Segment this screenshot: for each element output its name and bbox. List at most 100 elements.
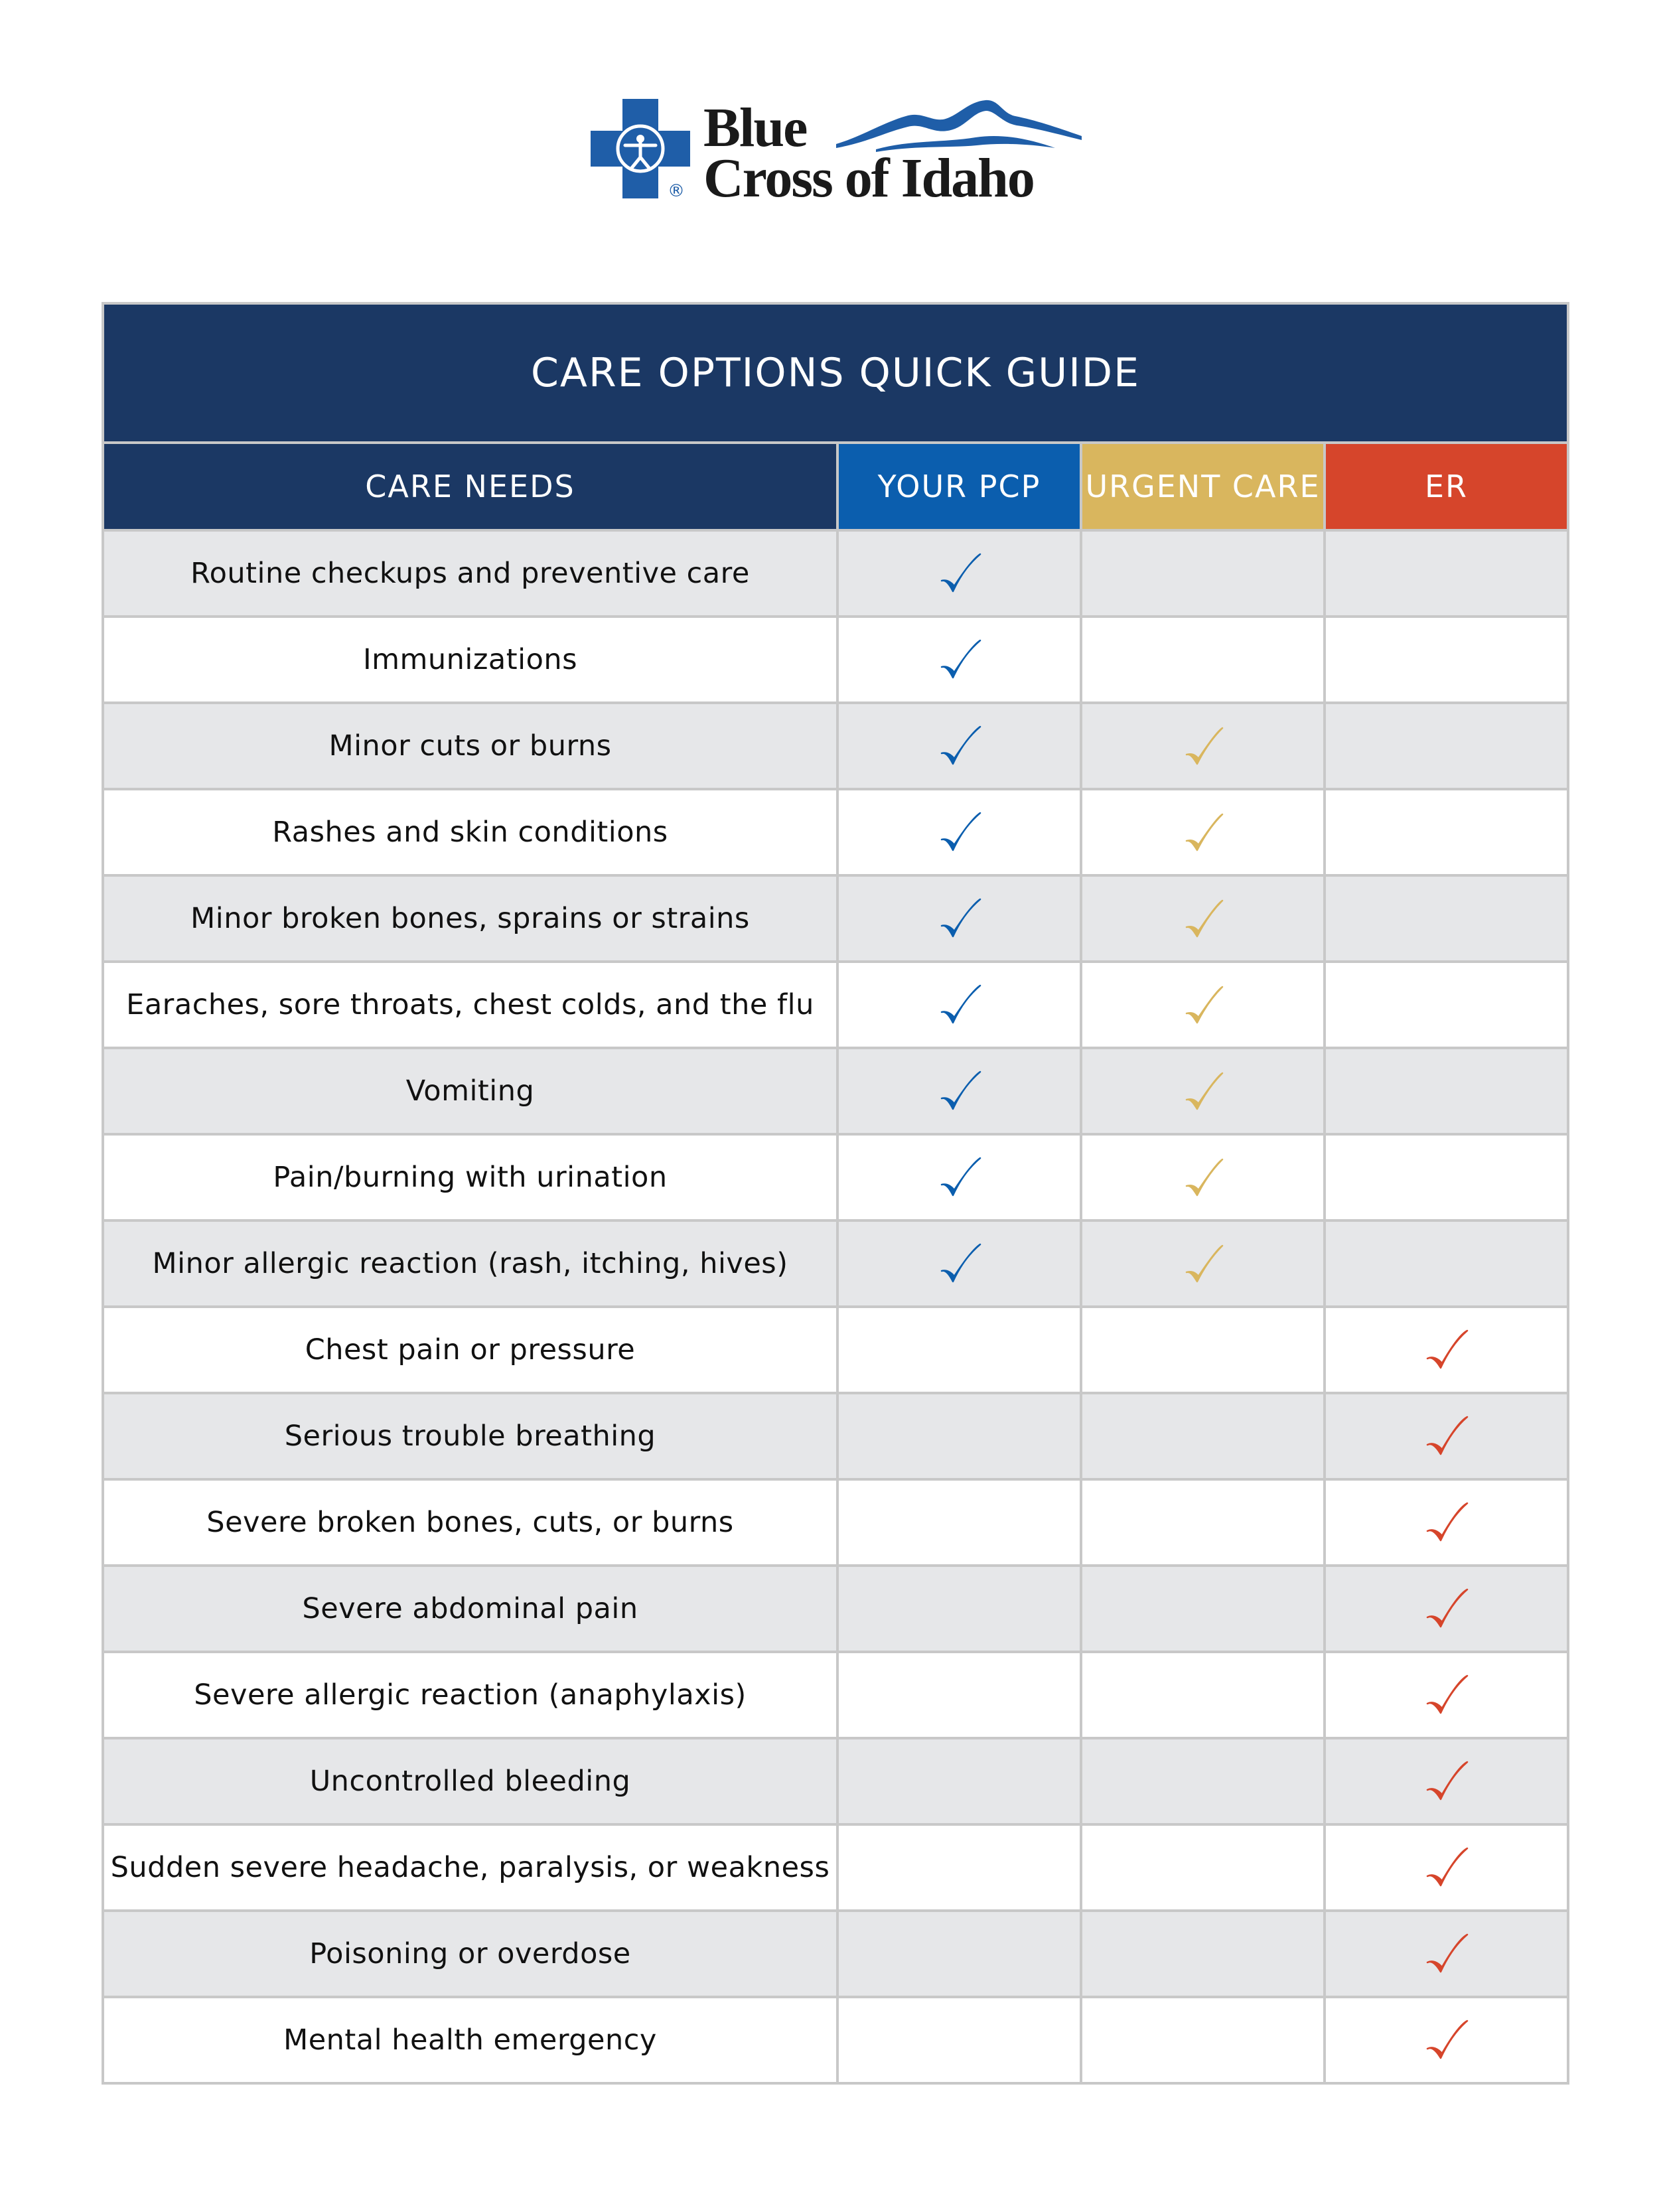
column-header-urgent-care: URGENT CARE [1080,441,1326,532]
table-row: Chest pain or pressure [102,1305,1569,1394]
cell-pcp [836,615,1082,704]
cell-urgent [1080,1737,1326,1826]
check-mark-icon [1426,1847,1468,1887]
care-options-body: Routine checkups and preventive care Immu… [102,529,1569,2085]
cell-er [1323,1823,1569,1912]
check-mark-icon [940,1070,981,1110]
blue-cross-icon [591,99,690,198]
care-need-label: Immunizations [102,615,839,704]
check-mark-icon [1185,1158,1223,1197]
cell-urgent [1080,1478,1326,1567]
check-mark-icon [940,639,981,679]
cell-er [1323,1392,1569,1481]
logo-line-1: Blue [703,97,808,159]
cell-pcp [836,960,1082,1049]
cell-urgent [1080,1392,1326,1481]
blue-cross-of-idaho-logo: ® Blue Cross of Idaho [591,96,1082,209]
care-options-table: CARE OPTIONS QUICK GUIDE CARE NEEDS YOUR… [102,302,1569,2085]
cell-pcp [836,1651,1082,1739]
cell-er [1323,960,1569,1049]
cell-er [1323,1737,1569,1826]
check-mark-icon [1185,1244,1223,1283]
cell-er [1323,701,1569,790]
care-need-label: Minor allergic reaction (rash, itching, … [102,1219,839,1308]
cell-urgent [1080,1651,1326,1739]
table-row: Minor broken bones, sprains or strains [102,874,1569,963]
care-need-label: Routine checkups and preventive care [102,529,839,618]
check-mark-icon [940,553,981,593]
cell-er [1323,1305,1569,1394]
table-row: Severe broken bones, cuts, or burns [102,1478,1569,1567]
check-mark-icon [1185,899,1223,938]
cell-pcp [836,1133,1082,1222]
cell-er [1323,788,1569,877]
care-need-label: Serious trouble breathing [102,1392,839,1481]
cell-pcp [836,1564,1082,1653]
cell-pcp [836,1909,1082,1998]
check-mark-icon [1426,2020,1468,2059]
cell-urgent [1080,960,1326,1049]
cell-er [1323,1996,1569,2085]
column-header-your-pcp: YOUR PCP [836,441,1082,532]
cell-urgent [1080,529,1326,618]
table-row: Poisoning or overdose [102,1909,1569,1998]
cell-urgent [1080,1996,1326,2085]
check-mark-icon [1185,727,1223,765]
check-mark-icon [1426,1329,1468,1369]
table-row: Immunizations [102,615,1569,704]
care-need-label: Minor broken bones, sprains or strains [102,874,839,963]
cell-pcp [836,1392,1082,1481]
cell-urgent [1080,788,1326,877]
cell-urgent [1080,1047,1326,1136]
cell-er [1323,1133,1569,1222]
check-mark-icon [940,725,981,765]
cell-er [1323,1047,1569,1136]
mountain-icon [836,100,1082,152]
cell-er [1323,529,1569,618]
cell-pcp [836,1737,1082,1826]
table-row: Routine checkups and preventive care [102,529,1569,618]
care-need-label: Mental health emergency [102,1996,839,2085]
cell-urgent [1080,615,1326,704]
check-mark-icon [1426,1416,1468,1455]
cell-er [1323,1478,1569,1567]
table-row: Uncontrolled bleeding [102,1737,1569,1826]
check-mark-icon [1185,1072,1223,1110]
cell-urgent [1080,1219,1326,1308]
cell-pcp [836,1996,1082,2085]
table-row: Vomiting [102,1047,1569,1136]
cell-pcp [836,874,1082,963]
cell-pcp [836,1047,1082,1136]
care-need-label: Minor cuts or burns [102,701,839,790]
care-need-label: Pain/burning with urination [102,1133,839,1222]
check-mark-icon [1426,1761,1468,1801]
table-row: Pain/burning with urination [102,1133,1569,1222]
cell-pcp [836,1305,1082,1394]
cell-urgent [1080,874,1326,963]
check-mark-icon [940,1243,981,1283]
care-need-label: Chest pain or pressure [102,1305,839,1394]
cell-er [1323,1651,1569,1739]
care-need-label: Severe allergic reaction (anaphylaxis) [102,1651,839,1739]
care-need-label: Earaches, sore throats, chest colds, and… [102,960,839,1049]
table-row: Severe allergic reaction (anaphylaxis) [102,1651,1569,1739]
cell-er [1323,1909,1569,1998]
table-row: Severe abdominal pain [102,1564,1569,1653]
cell-urgent [1080,1823,1326,1912]
cell-pcp [836,1823,1082,1912]
check-mark-icon [1426,1674,1468,1714]
check-mark-icon [1426,1933,1468,1973]
table-row: Minor allergic reaction (rash, itching, … [102,1219,1569,1308]
cell-pcp [836,1478,1082,1567]
care-need-label: Vomiting [102,1047,839,1136]
care-need-label: Sudden severe headache, paralysis, or we… [102,1823,839,1912]
table-row: Sudden severe headache, paralysis, or we… [102,1823,1569,1912]
check-mark-icon [1185,813,1223,851]
cell-urgent [1080,1305,1326,1394]
check-mark-icon [1426,1588,1468,1628]
table-row: Mental health emergency [102,1996,1569,2085]
cell-er [1323,1219,1569,1308]
check-mark-icon [940,1157,981,1197]
cell-pcp [836,1219,1082,1308]
guide-title: CARE OPTIONS QUICK GUIDE [102,302,1569,444]
